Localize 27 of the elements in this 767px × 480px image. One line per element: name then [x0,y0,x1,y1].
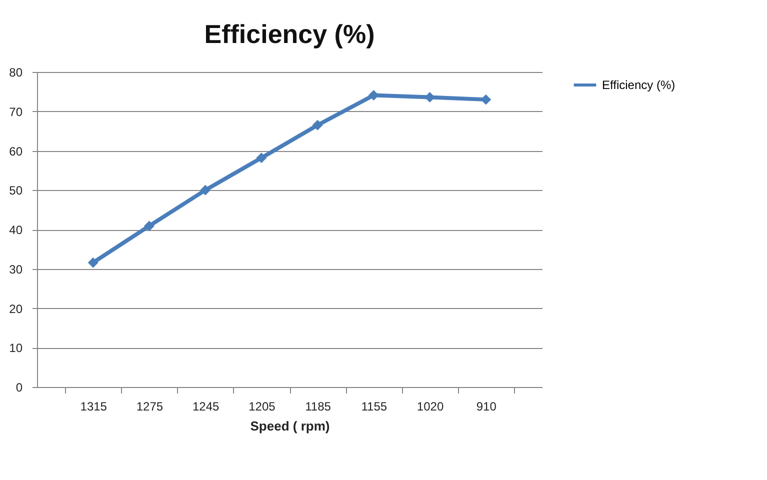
x-tick-label: 1185 [305,400,332,414]
point [368,90,379,100]
y-tick-label: 40 [9,223,23,237]
y-tick-label: 0 [16,380,23,394]
x-tick-label: 1020 [416,400,444,414]
point [144,220,154,232]
point [200,184,211,196]
y-tick-label: 60 [9,144,23,158]
x-tick-label: 1315 [80,400,108,414]
y-tick-label: 50 [9,184,23,198]
legend-label: Efficiency (%) [602,78,676,92]
x-tick-label: 1245 [192,400,220,414]
x-tick-label: 1155 [361,400,388,414]
chart-title: Efficiency (%) [204,19,375,49]
point [256,152,267,164]
x-tick-label: 910 [476,400,497,414]
y-tick-label: 30 [9,262,23,276]
point [480,94,492,105]
x-tick-label: 1205 [248,400,276,414]
point [312,120,323,130]
y-tick-label: 70 [9,104,23,119]
x-tick-label: 1275 [136,400,164,414]
y-tick-label: 10 [9,341,23,356]
point [88,257,98,268]
y-tick-label: 20 [9,302,23,316]
y-tick-label: 80 [9,66,23,80]
x-axis-title: Speed ( rpm) [250,418,330,434]
